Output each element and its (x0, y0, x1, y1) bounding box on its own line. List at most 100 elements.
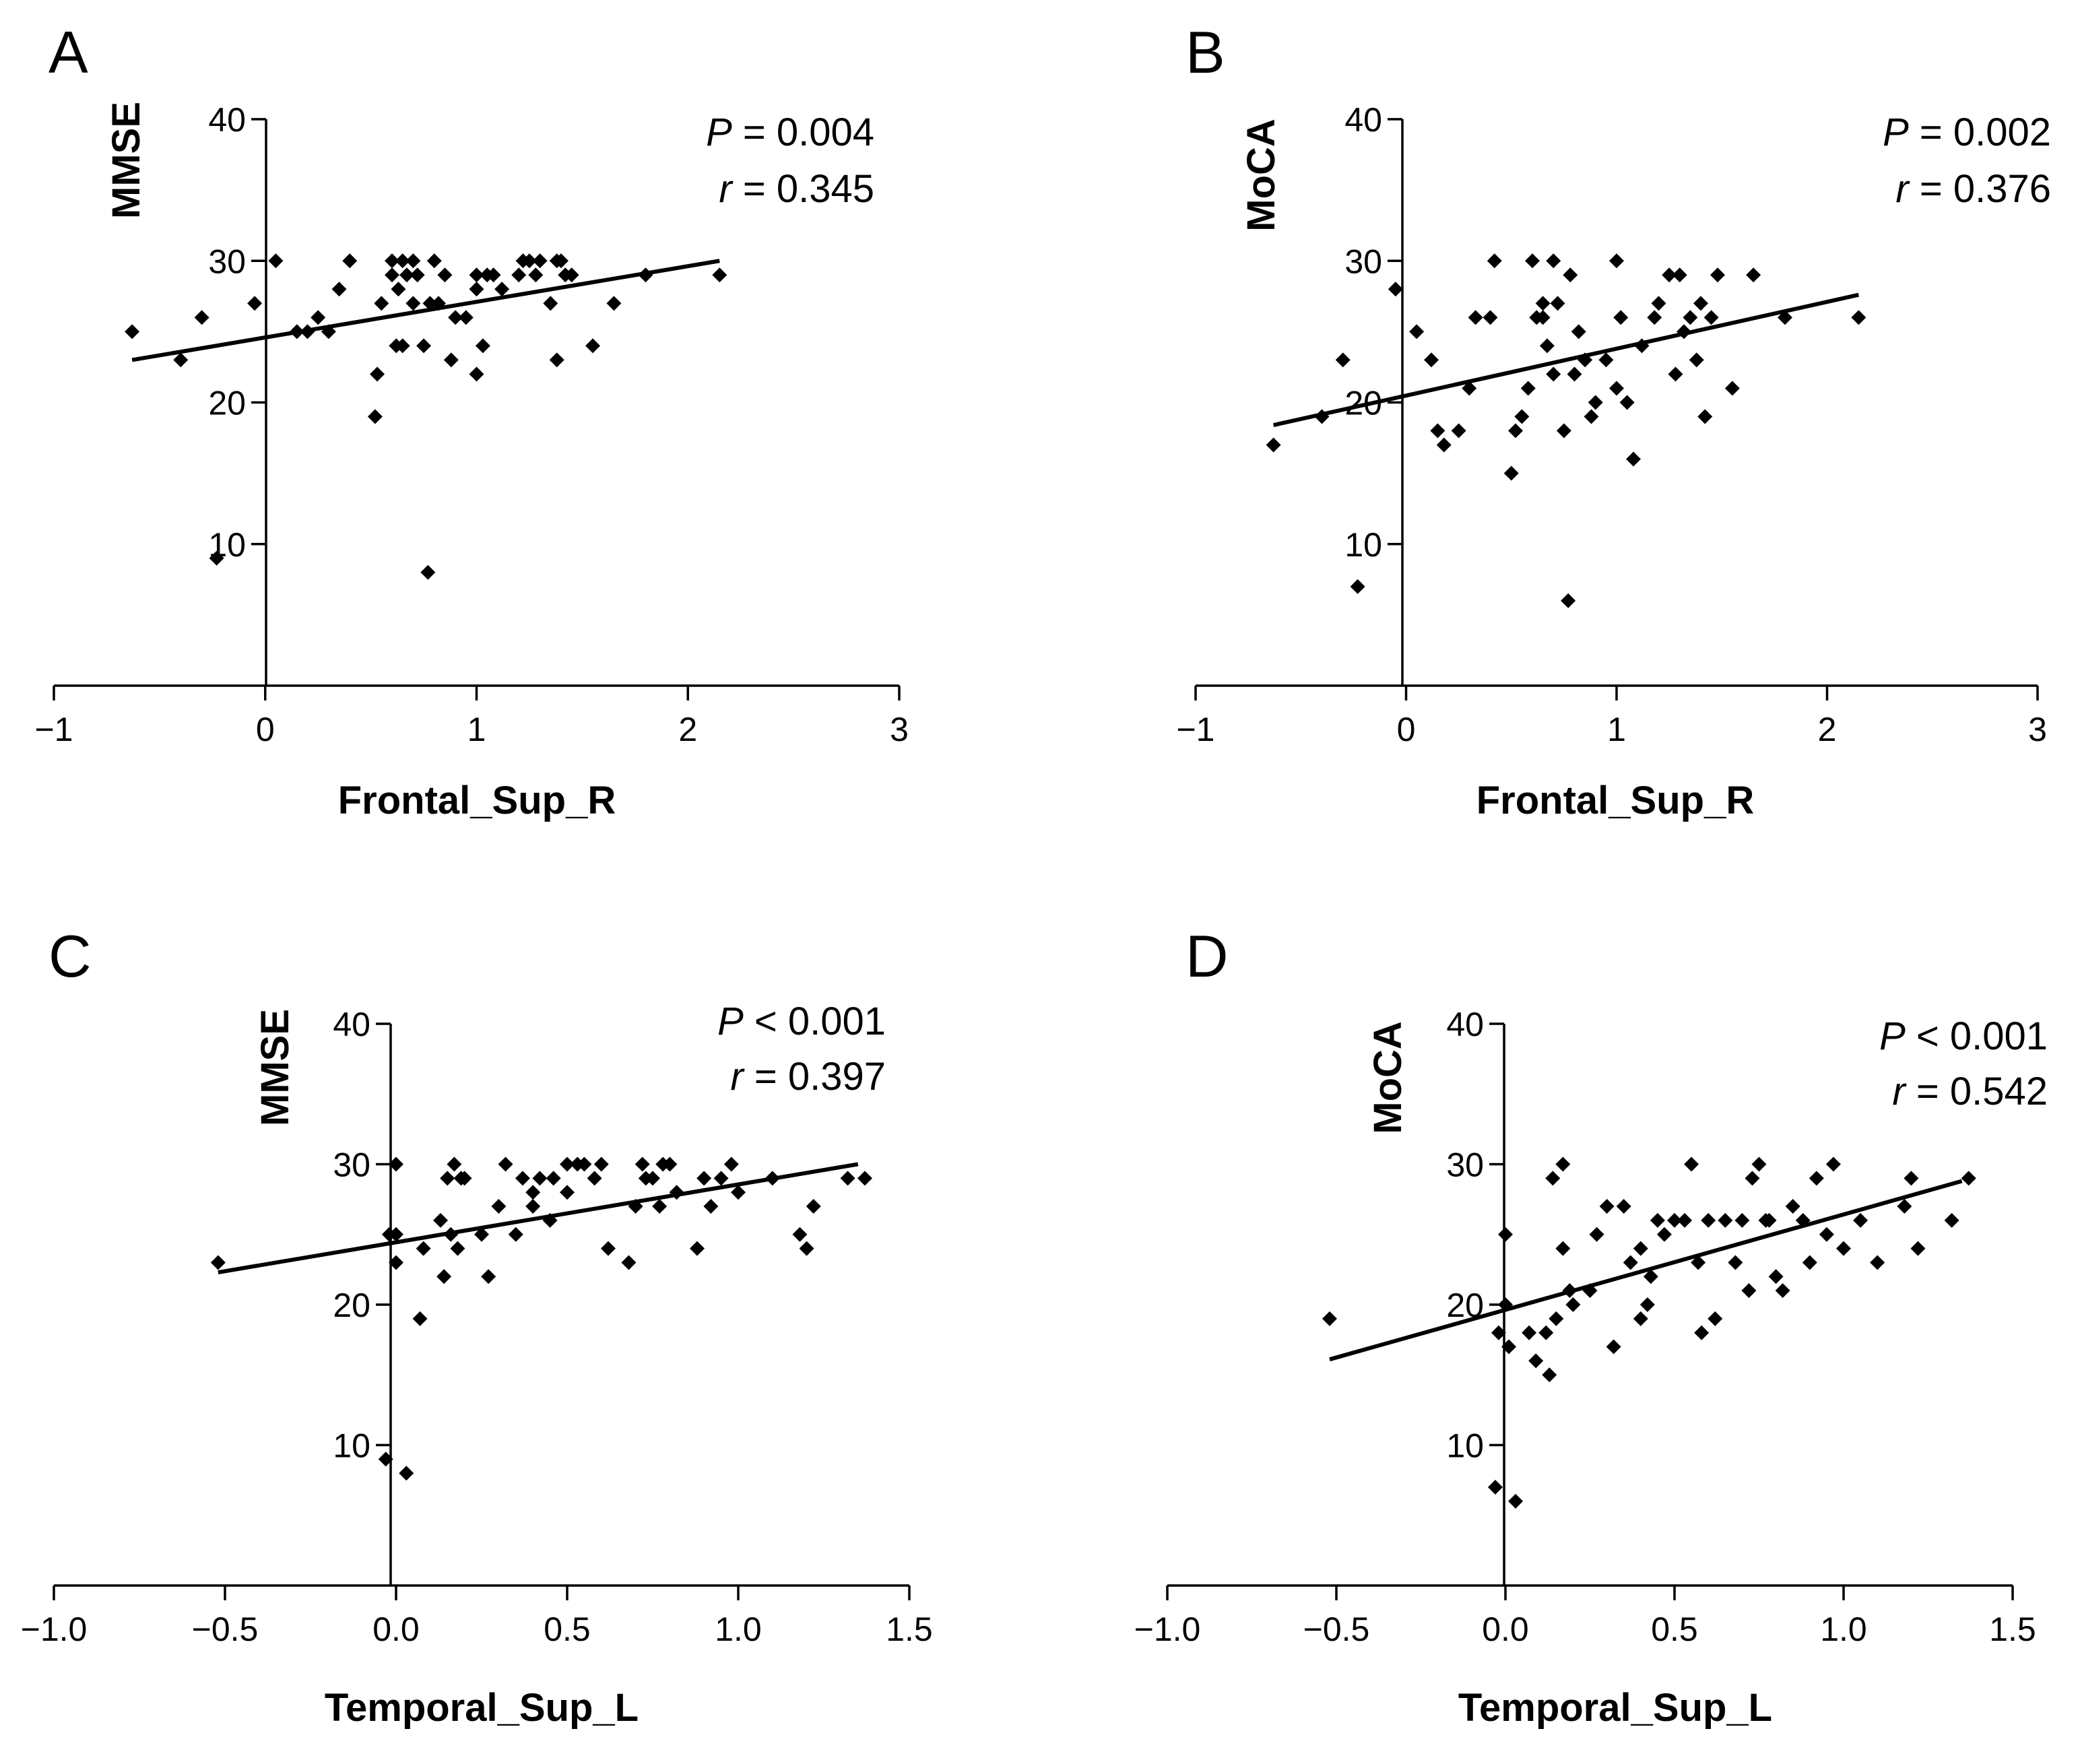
p-symbol: P (1879, 1014, 1906, 1058)
data-point (1588, 395, 1603, 410)
data-point (1503, 465, 1519, 481)
data-point (1691, 1255, 1706, 1270)
data-point (1335, 352, 1351, 368)
x-tick-label: 0.5 (544, 1610, 591, 1648)
data-point (1677, 1212, 1693, 1228)
data-point (1589, 1227, 1604, 1242)
data-point (1514, 409, 1530, 424)
data-point (1501, 1339, 1517, 1354)
data-point (1697, 409, 1713, 424)
r-value: = 0.376 (1909, 167, 2051, 211)
p-value: < 0.001 (744, 1000, 886, 1043)
data-point (1582, 1283, 1598, 1299)
r-value-annotation: r = 0.376 (1895, 167, 2051, 211)
data-point (475, 338, 490, 354)
data-point (652, 1199, 668, 1214)
data-point (469, 282, 484, 297)
data-point (1623, 1255, 1638, 1270)
data-point (1724, 381, 1740, 396)
data-point (1609, 253, 1624, 269)
data-point (367, 409, 383, 424)
data-point (247, 296, 263, 311)
data-point (436, 1269, 452, 1284)
data-point (494, 282, 510, 297)
data-point (1708, 1311, 1723, 1326)
panel-d: D−1.0 −0.5 0.0 0.5 1.0 1.510203040Temporal_Su… (1134, 923, 2048, 1730)
x-tick-label: −0.5 (1303, 1610, 1370, 1648)
data-point (378, 1451, 393, 1467)
data-point (1728, 1255, 1743, 1270)
data-point (560, 1185, 575, 1200)
r-symbol: r (730, 1055, 745, 1099)
data-point (1904, 1171, 1919, 1186)
data-point (1761, 1212, 1777, 1228)
x-tick-label: 0.0 (1482, 1610, 1529, 1648)
data-point (1525, 253, 1540, 269)
r-value-annotation: r = 0.345 (719, 167, 874, 211)
data-point (1851, 310, 1866, 325)
p-value-annotation: P < 0.001 (1879, 1014, 2048, 1058)
data-point (486, 267, 501, 283)
x-tick-label: 1.5 (1989, 1610, 2036, 1648)
r-symbol: r (1895, 167, 1910, 211)
data-point (515, 1171, 530, 1186)
x-tick-label: 1.0 (715, 1610, 762, 1648)
data-point (1819, 1227, 1834, 1242)
x-axis-title: Temporal_Sup_L (1458, 1686, 1772, 1730)
data-point (399, 267, 414, 283)
data-point (1751, 1156, 1767, 1172)
y-tick-label: 20 (208, 385, 246, 422)
data-point (498, 1156, 513, 1172)
regression-line (1329, 1179, 1963, 1362)
data-point (405, 253, 421, 269)
data-point (1571, 324, 1586, 339)
data-point (1483, 310, 1498, 325)
data-point (765, 1171, 780, 1186)
data-point (1633, 1241, 1648, 1256)
data-point (662, 1156, 678, 1172)
data-point (420, 564, 436, 580)
data-point (1322, 1311, 1337, 1326)
p-symbol: P (706, 110, 732, 154)
data-point (1693, 296, 1708, 311)
p-symbol: P (717, 1000, 744, 1043)
data-point (1546, 253, 1561, 269)
p-value: < 0.001 (1906, 1014, 2048, 1058)
data-point (554, 253, 568, 269)
data-point (577, 1156, 592, 1172)
r-symbol: r (1892, 1070, 1907, 1113)
data-point (1542, 1367, 1557, 1383)
data-point (1870, 1255, 1885, 1270)
data-point (448, 310, 463, 325)
data-point (546, 1171, 561, 1186)
data-point (712, 267, 727, 283)
x-tick-label: 2 (678, 711, 697, 748)
data-point (389, 1156, 403, 1172)
y-tick-label: 10 (333, 1427, 370, 1465)
data-point (1689, 352, 1704, 368)
data-point (443, 1227, 459, 1242)
y-tick-label: 10 (1446, 1427, 1484, 1465)
data-point (1561, 593, 1576, 608)
data-point (1746, 267, 1761, 283)
data-point (405, 296, 421, 311)
data-point (426, 253, 442, 269)
data-point (669, 1185, 684, 1200)
data-point (1562, 1283, 1578, 1299)
y-tick-label: 10 (1344, 526, 1382, 564)
data-point (1487, 253, 1502, 269)
x-axis-title: Temporal_Sup_L (325, 1686, 639, 1730)
data-point (1606, 1339, 1621, 1354)
data-point (1718, 1212, 1733, 1228)
data-point (1550, 296, 1565, 311)
x-tick-label: −1 (1176, 711, 1214, 748)
data-point (560, 1156, 575, 1172)
data-point (564, 267, 579, 283)
y-tick-label: 30 (333, 1146, 370, 1184)
data-point (528, 267, 544, 283)
panel-letter: D (1185, 923, 1229, 989)
data-point (474, 1227, 489, 1242)
data-point (443, 352, 459, 368)
data-point (412, 1311, 428, 1326)
data-point (857, 1171, 872, 1186)
